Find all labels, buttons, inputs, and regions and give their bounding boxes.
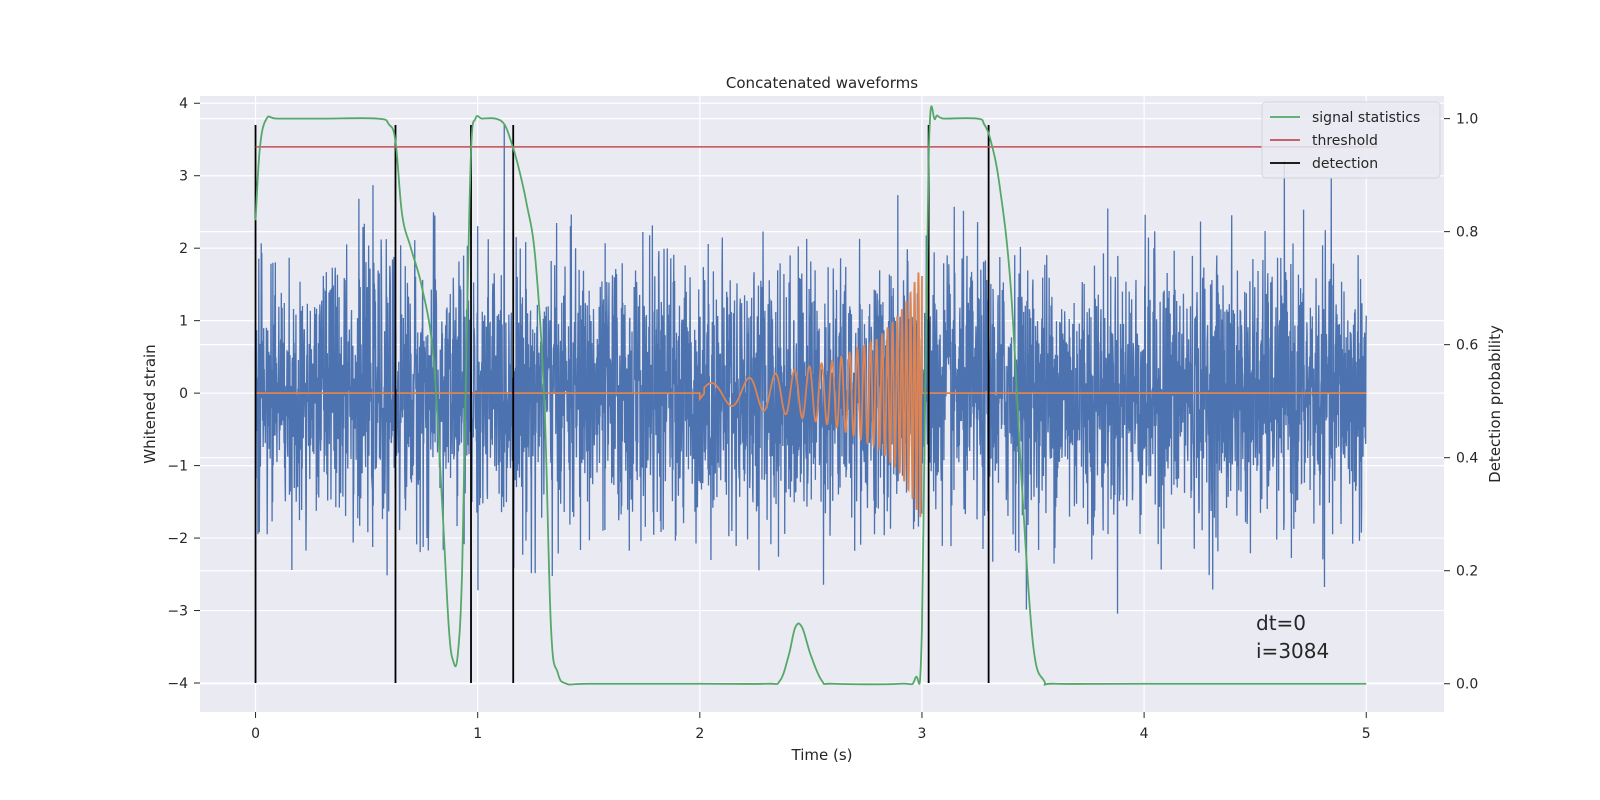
x-tick-label: 5: [1362, 726, 1371, 742]
chirp-series-line: [255, 272, 1367, 518]
axes: 0 1 2 3 4 5 −4 −3 −2 −1 0 1 2 3 4 0.0 0.2 0.4 0.6 0.8 1.0: [167, 96, 1478, 742]
annotation-line: i=3084: [1256, 639, 1329, 663]
x-tick-label: 0: [251, 726, 260, 742]
x-tick-label: 4: [1140, 726, 1149, 742]
y-tick-label-right: 0.4: [1456, 451, 1478, 467]
plot-content: [254, 105, 1378, 686]
y-tick-label-left: −1: [167, 459, 188, 475]
legend: signal statistics threshold detection: [1261, 101, 1441, 179]
y-tick-label-left: 3: [179, 169, 188, 185]
y-tick-label-right: 1.0: [1456, 112, 1478, 128]
y-tick-label-left: −2: [167, 531, 188, 547]
y-tick-label-left: 2: [179, 241, 188, 257]
y-tick-label-left: 1: [179, 314, 188, 330]
x-tick-label: 3: [918, 726, 927, 742]
chart-title: Concatenated waveforms: [726, 74, 918, 92]
legend-label: signal statistics: [1312, 110, 1420, 126]
y-tick-label-right: 0.8: [1456, 225, 1478, 241]
x-tick-label: 2: [695, 726, 704, 742]
y-axis-title-right: Detection probability: [1486, 325, 1504, 483]
y-tick-label-left: 0: [179, 386, 188, 402]
noise-series-line: [254, 124, 1367, 614]
legend-label: threshold: [1312, 133, 1378, 149]
y-tick-label-right: 0.2: [1456, 564, 1478, 580]
y-tick-label-left: −3: [167, 604, 188, 620]
x-axis-title: Time (s): [791, 746, 853, 764]
x-tick-label: 1: [473, 726, 482, 742]
annotation: dt=0 i=3084: [1256, 611, 1329, 663]
y-tick-label-right: 0.0: [1456, 677, 1478, 693]
legend-box: [1261, 101, 1441, 179]
legend-label: detection: [1312, 156, 1378, 172]
annotation-line: dt=0: [1256, 611, 1306, 635]
y-tick-label-left: −4: [167, 676, 188, 692]
signal-statistics-line: [254, 105, 1367, 686]
y-tick-label-right: 0.6: [1456, 338, 1478, 354]
y-axis-title-left: Whitened strain: [141, 344, 159, 463]
y-tick-label-left: 4: [179, 96, 188, 112]
